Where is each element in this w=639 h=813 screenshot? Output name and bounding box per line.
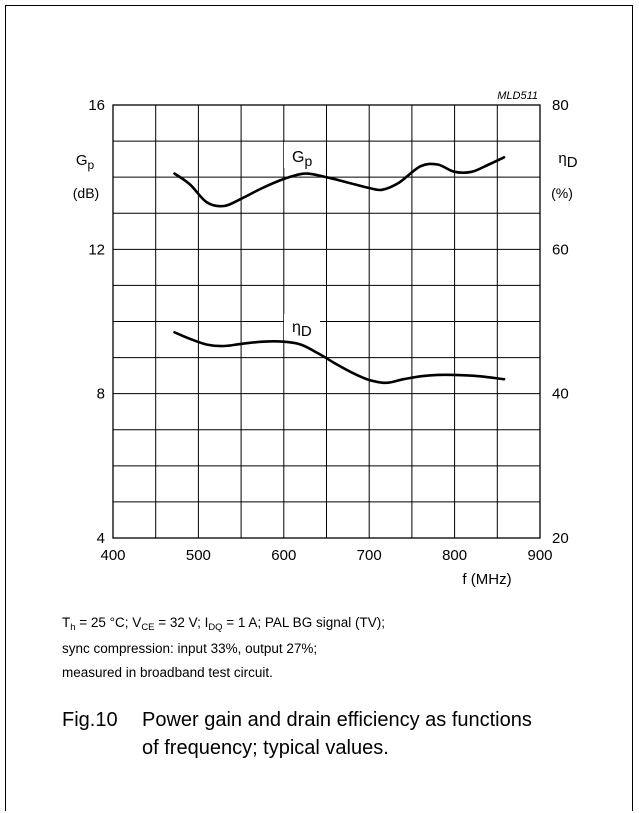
caption-line-2: of frequency; typical values. xyxy=(142,737,389,759)
gp-label-bg xyxy=(284,142,320,168)
y-left-tick-label: 4 xyxy=(97,530,105,547)
chart-tick-labels: 400 500 600 700 800 900 4 8 12 16 20 40 60 80 xyxy=(88,97,568,564)
x-tick-label: 600 xyxy=(271,547,296,564)
chart-curves xyxy=(173,156,506,385)
y-right-tick-label: 40 xyxy=(552,386,569,403)
conditions-line-2: sync compression: input 33%, output 27%; xyxy=(62,641,318,656)
series-label-etad: ηD xyxy=(292,319,312,340)
y-left-axis-unit: (dB) xyxy=(73,185,99,201)
y-left-tick-label: 12 xyxy=(88,241,105,258)
y-right-tick-label: 60 xyxy=(552,241,569,258)
series-line-gp xyxy=(173,156,506,208)
y-right-axis-unit: (%) xyxy=(551,185,573,201)
series-line-etad xyxy=(173,331,506,385)
x-tick-label: 400 xyxy=(100,547,125,564)
figure-caption: Fig.10 Power gain and drain efficiency as… xyxy=(62,706,532,762)
plot-area-border xyxy=(112,104,541,539)
conditions-line-3: measured in broadband test circuit. xyxy=(62,665,273,680)
figure-frame xyxy=(5,5,633,811)
figure-code: MLD511 xyxy=(497,90,538,102)
y-right-tick-label: 20 xyxy=(552,530,569,547)
y-right-tick-label: 80 xyxy=(552,97,569,114)
y-left-tick-label: 16 xyxy=(88,97,105,114)
caption-line-1: Power gain and drain efficiency as funct… xyxy=(142,709,532,731)
y-left-tick-label: 8 xyxy=(97,386,105,403)
series-label-gp: Gp xyxy=(292,149,312,169)
figure-number: Fig.10 xyxy=(62,709,118,731)
x-tick-label: 500 xyxy=(186,547,211,564)
y-left-axis-label: Gp xyxy=(76,152,95,172)
x-axis-label: f (MHz) xyxy=(462,571,511,588)
etad-label-bg xyxy=(284,314,320,340)
x-tick-label: 900 xyxy=(527,547,552,564)
conditions-line-1: Th = 25 °C; VCE = 32 V; IDQ = 1 A; PAL B… xyxy=(62,615,385,633)
x-tick-label: 800 xyxy=(442,547,467,564)
y-right-axis-label: ηD xyxy=(558,150,577,171)
x-tick-label: 700 xyxy=(357,547,382,564)
